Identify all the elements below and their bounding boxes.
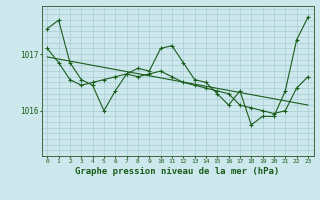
X-axis label: Graphe pression niveau de la mer (hPa): Graphe pression niveau de la mer (hPa) — [76, 167, 280, 176]
